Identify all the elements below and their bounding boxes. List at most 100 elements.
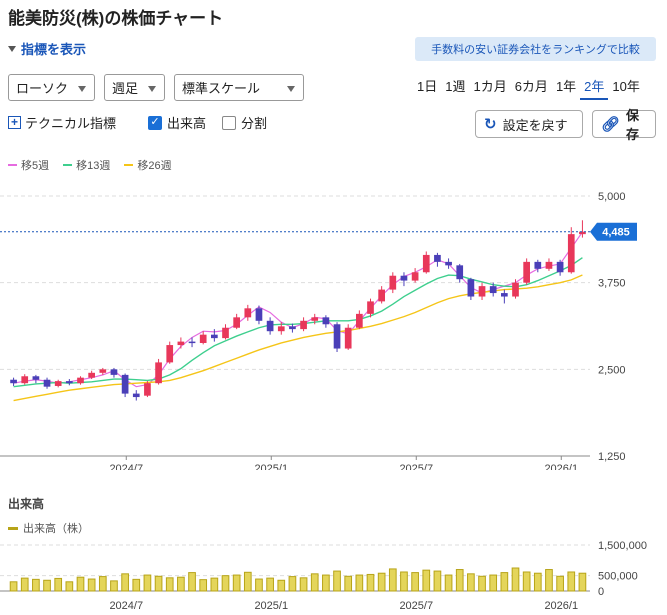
- split-checkbox[interactable]: 分割: [222, 113, 267, 132]
- volume-bar: [232, 574, 241, 592]
- price-x-tick: 2025/7: [399, 463, 433, 470]
- candle: [10, 377, 17, 386]
- reset-settings-button[interactable]: ↻ 設定を戻す: [475, 110, 583, 138]
- candle: [311, 313, 319, 325]
- candle-body: [43, 379, 51, 387]
- candle: [121, 373, 129, 398]
- candle: [188, 337, 196, 348]
- candle: [77, 376, 84, 385]
- price-x-tick: 2026/1: [544, 463, 578, 470]
- candle-body: [266, 320, 274, 332]
- volume-checkbox-label: 出来高: [167, 116, 207, 131]
- reset-settings-label: 設定を戻す: [502, 117, 568, 133]
- empty-checkbox-icon: [222, 115, 236, 130]
- price-y-tick: 1,250: [598, 451, 626, 463]
- interval-select[interactable]: 週足: [104, 74, 165, 101]
- volume-bar: [366, 573, 375, 592]
- period-tab[interactable]: 10年: [612, 79, 640, 94]
- volume-checkbox[interactable]: ✓ 出来高: [148, 113, 206, 132]
- plus-icon: +: [8, 116, 21, 129]
- candle: [356, 310, 363, 330]
- volume-bar: [243, 571, 252, 592]
- volume-bar: [377, 572, 386, 592]
- volume-bar: [556, 575, 564, 592]
- interval-value: 週足: [112, 81, 139, 96]
- candle: [534, 259, 542, 273]
- technical-indicators-label: テクニカル指標: [25, 116, 117, 131]
- candle-body: [400, 275, 408, 281]
- period-tab-active[interactable]: 2年: [580, 78, 609, 100]
- candle-body: [110, 369, 118, 375]
- candle: [54, 379, 62, 388]
- show-indicators-toggle[interactable]: 指標を表示: [8, 39, 86, 58]
- candle: [545, 258, 553, 271]
- candle: [244, 304, 252, 321]
- candle-body: [244, 308, 252, 318]
- volume-bar: [400, 571, 408, 592]
- candle: [467, 277, 475, 300]
- candle: [43, 377, 51, 389]
- split-checkbox-label: 分割: [241, 116, 268, 131]
- technical-indicators-button[interactable]: + テクニカル指標: [8, 113, 116, 132]
- candle: [333, 322, 341, 352]
- candle-body: [255, 308, 263, 321]
- volume-bar: [567, 571, 576, 592]
- volume-bar: [455, 569, 464, 592]
- volume-bar: [87, 578, 96, 592]
- candle: [322, 315, 330, 328]
- save-label: 保存: [626, 108, 640, 142]
- volume-bar: [500, 572, 509, 592]
- period-tab[interactable]: 1年: [555, 79, 577, 94]
- volume-bar: [310, 573, 319, 592]
- period-tab[interactable]: 1カ月: [473, 79, 507, 94]
- chart-type-select[interactable]: ローソク: [8, 74, 95, 101]
- candle: [389, 272, 397, 294]
- candle-body: [456, 265, 464, 280]
- candle: [32, 374, 40, 384]
- price-chart[interactable]: 4,485 5,000 3,750 2,500 1,250 2024/7 2025/1 20…: [0, 170, 667, 470]
- save-button[interactable]: 🔗︎ 保存: [592, 108, 656, 142]
- candle-body: [367, 301, 374, 314]
- candle: [456, 263, 464, 283]
- candle: [422, 251, 430, 274]
- candle-body: [289, 326, 296, 330]
- price-x-tick: 2024/7: [109, 463, 143, 470]
- period-tab[interactable]: 1週: [445, 79, 466, 94]
- volume-bar: [132, 578, 141, 592]
- ma-legend: 移5週 移13週 移26週: [8, 157, 172, 173]
- broker-ranking-link[interactable]: 手数料の安い証券会社をランキングで比較: [415, 37, 656, 61]
- volume-bar: [165, 577, 174, 592]
- candle: [266, 317, 274, 335]
- candle-body: [88, 372, 95, 378]
- volume-bar: [54, 577, 63, 592]
- candle-body: [478, 286, 486, 297]
- candle: [155, 358, 162, 385]
- chart-type-value: ローソク: [16, 81, 69, 96]
- current-price-badge: [590, 222, 637, 241]
- ma13-line: [13, 257, 583, 388]
- scale-select[interactable]: 標準スケール: [174, 74, 304, 101]
- volume-bar: [422, 569, 431, 592]
- candle: [579, 220, 586, 238]
- period-tab[interactable]: 6カ月: [514, 79, 548, 94]
- volume-bar: [489, 574, 498, 592]
- candle: [88, 370, 95, 380]
- volume-bar: [355, 574, 364, 592]
- candle: [501, 289, 508, 304]
- volume-chart[interactable]: 1,500,000 500,000 0 2024/7 2025/1 2025/7 2026/…: [0, 535, 667, 615]
- candle-body: [132, 393, 140, 398]
- candle-body: [54, 381, 62, 386]
- volume-bar: [299, 577, 308, 592]
- candle-body: [188, 341, 196, 344]
- candle: [144, 381, 151, 398]
- period-tab[interactable]: 1日: [417, 79, 438, 94]
- candle-body: [489, 286, 497, 294]
- candle-body: [222, 327, 229, 339]
- paperclip-icon: 🔗︎: [601, 116, 621, 133]
- candle-body: [322, 317, 330, 325]
- volume-bar: [76, 576, 85, 592]
- candle: [378, 286, 385, 304]
- volume-bar: [221, 575, 230, 592]
- candle: [177, 337, 185, 349]
- candle-body: [277, 326, 285, 332]
